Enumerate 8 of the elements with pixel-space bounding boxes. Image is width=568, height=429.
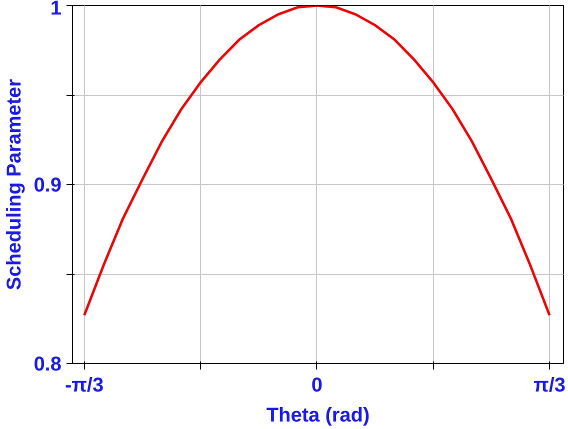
y-tick-label: 1 xyxy=(50,0,62,20)
y-tick-label: 0.8 xyxy=(34,354,62,376)
x-tick-label: 0 xyxy=(311,374,322,396)
y-axis-title: Scheduling Parameter xyxy=(4,78,26,290)
x-tick-label: -π/3 xyxy=(64,374,104,396)
y-tick-label: 0.9 xyxy=(34,174,62,196)
x-tick-label: π/3 xyxy=(534,374,566,396)
x-axis-title: Theta (rad) xyxy=(266,404,370,426)
